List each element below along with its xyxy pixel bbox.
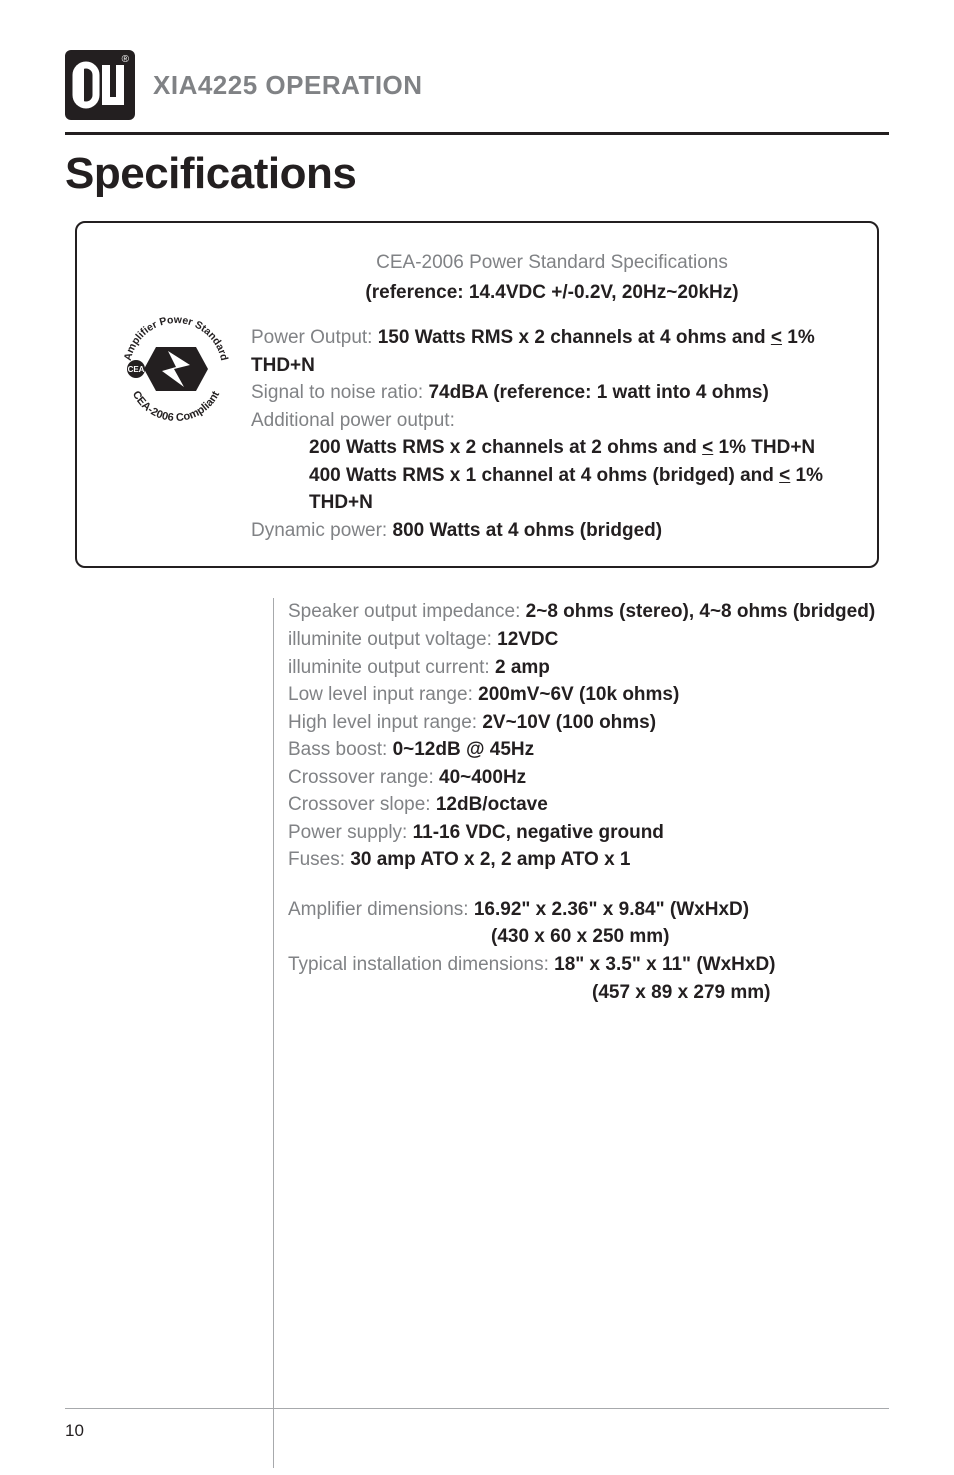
spec-value: 2~8 ohms (stereo), 4~8 ohms (bridged) bbox=[526, 601, 875, 622]
spec-value: 40~400Hz bbox=[439, 767, 526, 788]
amp-dims-label: Amplifier dimensions: bbox=[288, 899, 474, 920]
cea-dynamic-label: Dynamic power: bbox=[251, 520, 393, 541]
spec-row: Bass boost: 0~12dB @ 45Hz bbox=[288, 736, 889, 764]
product-title: XIA4225 OPERATION bbox=[153, 70, 423, 101]
product-code: XIA4225 bbox=[153, 70, 258, 100]
spec-label: Crossover range: bbox=[288, 767, 439, 788]
cea-row-1-value: 74dBA (reference: 1 watt into 4 ohms) bbox=[428, 382, 768, 403]
cea-row-0-label: Power Output: bbox=[251, 327, 378, 348]
spec-row: Crossover range: 40~400Hz bbox=[288, 764, 889, 792]
amp-dims: Amplifier dimensions: 16.92" x 2.36" x 9… bbox=[288, 896, 889, 924]
spec-row: Crossover slope: 12dB/octave bbox=[288, 791, 889, 819]
spec-label: High level input range: bbox=[288, 712, 482, 733]
amp-dims-v2: (430 x 60 x 250 mm) bbox=[491, 926, 670, 947]
spec-label: Power supply: bbox=[288, 822, 413, 843]
spec-value: 200mV~6V (10k ohms) bbox=[478, 684, 679, 705]
page-title: Specifications bbox=[65, 149, 889, 199]
registered-mark: ® bbox=[122, 54, 129, 65]
spec-value: 30 amp ATO x 2, 2 amp ATO x 1 bbox=[350, 849, 630, 870]
cea-row-0: Power Output: 150 Watts RMS x 2 channels… bbox=[251, 324, 853, 379]
spec-label: Fuses: bbox=[288, 849, 350, 870]
svg-text:CEA: CEA bbox=[128, 365, 145, 374]
install-dims-v2: (457 x 89 x 279 mm) bbox=[592, 982, 771, 1003]
spec-label: Bass boost: bbox=[288, 739, 393, 760]
cea-add-0-le: < bbox=[702, 437, 713, 458]
cea-dynamic: Dynamic power: 800 Watts at 4 ohms (brid… bbox=[251, 517, 853, 545]
cea-row-1-label: Signal to noise ratio: bbox=[251, 382, 428, 403]
spec-value: 2 amp bbox=[495, 657, 550, 678]
spec-row: Low level input range: 200mV~6V (10k ohm… bbox=[288, 681, 889, 709]
cea-add-1-value: 400 Watts RMS x 1 channel at 4 ohms (bri… bbox=[309, 465, 779, 486]
spec-label: Crossover slope: bbox=[288, 794, 436, 815]
spec-label: Low level input range: bbox=[288, 684, 478, 705]
spec-row: Power supply: 11-16 VDC, negative ground bbox=[288, 819, 889, 847]
header-rule bbox=[65, 132, 889, 135]
cea-add-0-tail: 1% THD+N bbox=[713, 437, 815, 458]
cea-spec-box: Amplifier Power Standard CEA-2006 Compli… bbox=[75, 221, 879, 568]
install-dims-v1: 18" x 3.5" x 11" (WxHxD) bbox=[554, 954, 775, 975]
spec-value: 0~12dB @ 45Hz bbox=[393, 739, 535, 760]
spec-row: illuminite output voltage: 12VDC bbox=[288, 626, 889, 654]
cea-add-1-le: < bbox=[779, 465, 790, 486]
spec-row: Fuses: 30 amp ATO x 2, 2 amp ATO x 1 bbox=[288, 846, 889, 874]
cea-box-text: CEA-2006 Power Standard Specifications (… bbox=[251, 249, 853, 544]
spec-label: illuminite output voltage: bbox=[288, 629, 497, 650]
main-specs: Speaker output impedance: 2~8 ohms (ster… bbox=[273, 598, 889, 1468]
spec-value: 12dB/octave bbox=[436, 794, 548, 815]
install-dims-line2: (457 x 89 x 279 mm) bbox=[288, 979, 889, 1007]
cea-add-0: 200 Watts RMS x 2 channels at 2 ohms and… bbox=[251, 434, 853, 462]
cea-badge-icon: Amplifier Power Standard CEA-2006 Compli… bbox=[116, 309, 236, 429]
install-dims: Typical installation dimensions: 18" x 3… bbox=[288, 951, 889, 979]
cea-row-0-value: 150 Watts RMS x 2 channels at 4 ohms and bbox=[378, 327, 771, 348]
cea-row-2-label: Additional power output: bbox=[251, 410, 455, 431]
spec-value: 2V~10V (100 ohms) bbox=[482, 712, 656, 733]
spec-row: Speaker output impedance: 2~8 ohms (ster… bbox=[288, 598, 889, 626]
spec-value: 12VDC bbox=[497, 629, 558, 650]
svg-text:CEA-2006 Compliant: CEA-2006 Compliant bbox=[130, 389, 222, 424]
spec-label: illuminite output current: bbox=[288, 657, 495, 678]
cea-add-1: 400 Watts RMS x 1 channel at 4 ohms (bri… bbox=[251, 462, 853, 517]
page-number: 10 bbox=[65, 1421, 84, 1441]
spec-label: Speaker output impedance: bbox=[288, 601, 526, 622]
amp-dims-line2: (430 x 60 x 250 mm) bbox=[288, 923, 889, 951]
dual-logo-icon bbox=[72, 57, 128, 113]
cea-row-0-le: < bbox=[771, 327, 782, 348]
operation-label: OPERATION bbox=[265, 70, 422, 100]
spec-row: illuminite output current: 2 amp bbox=[288, 654, 889, 682]
spec-row: High level input range: 2V~10V (100 ohms… bbox=[288, 709, 889, 737]
footer-rule bbox=[65, 1408, 889, 1409]
cea-row-2: Additional power output: bbox=[251, 407, 853, 435]
brand-logo: ® bbox=[65, 50, 135, 120]
cea-row-1: Signal to noise ratio: 74dBA (reference:… bbox=[251, 379, 853, 407]
header: ® XIA4225 OPERATION bbox=[65, 50, 889, 120]
amp-dims-v1: 16.92" x 2.36" x 9.84" (WxHxD) bbox=[474, 899, 749, 920]
cea-subline: (reference: 14.4VDC +/-0.2V, 20Hz~20kHz) bbox=[251, 279, 853, 307]
cea-dynamic-value: 800 Watts at 4 ohms (bridged) bbox=[393, 520, 663, 541]
cea-headline: CEA-2006 Power Standard Specifications bbox=[251, 249, 853, 277]
spec-value: 11-16 VDC, negative ground bbox=[413, 822, 664, 843]
cea-add-0-value: 200 Watts RMS x 2 channels at 2 ohms and bbox=[309, 437, 702, 458]
install-dims-label: Typical installation dimensions: bbox=[288, 954, 554, 975]
